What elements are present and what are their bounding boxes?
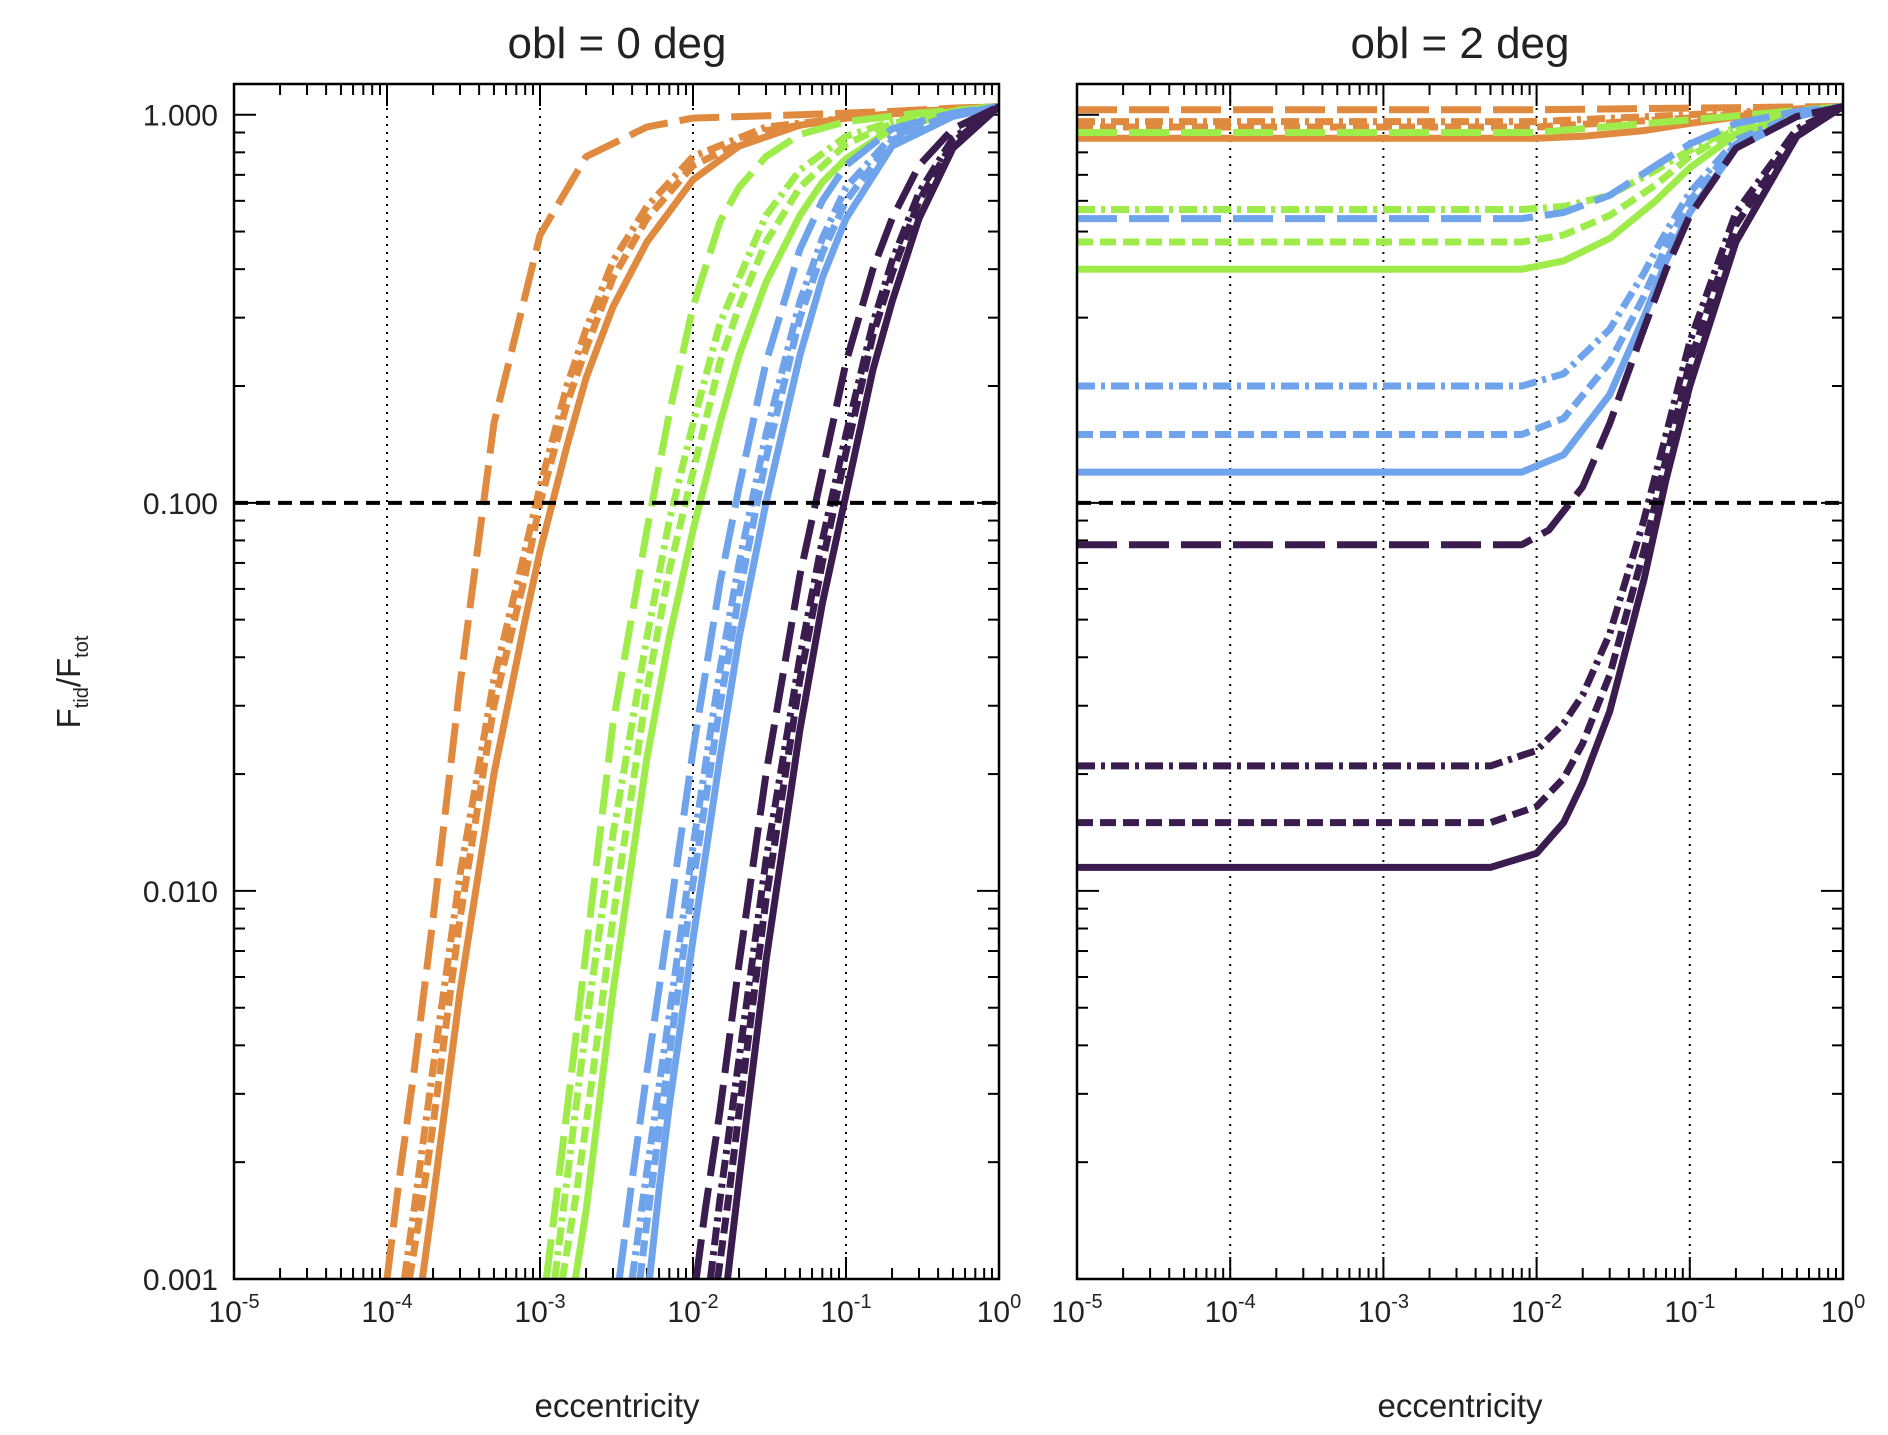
series-line-blue-longdash xyxy=(615,103,999,1279)
panel-title: obl = 2 deg xyxy=(1351,19,1570,68)
series-line-purple-solid xyxy=(1077,103,1843,871)
y-axis-label-sub1: tid xyxy=(71,687,93,708)
x-tick-label: 10-3 xyxy=(514,1291,565,1329)
x-tick-label: 10-4 xyxy=(361,1291,412,1329)
series-line-purple-longdash xyxy=(692,103,999,1279)
series-line-blue-dashdot xyxy=(628,103,999,1279)
series-line-purple-dashed xyxy=(714,103,999,1279)
y-axis-label: Ftid/Ftot xyxy=(50,635,93,728)
x-tick-labels: 10-5 10-4 10-3 10-2 10-1 100 xyxy=(208,1291,1021,1329)
x-tick-label: 10-4 xyxy=(1205,1291,1256,1329)
series-line-purple-dashdot xyxy=(1077,103,1843,770)
series-line-orange-longdash xyxy=(383,103,999,1279)
series-line-green-longdash xyxy=(542,103,999,1279)
x-tick-label: 10-1 xyxy=(820,1291,871,1329)
series-line-orange-dashed xyxy=(405,103,999,1279)
y-tick-label: 0.010 xyxy=(143,876,218,909)
series-line-purple-longdash xyxy=(1077,103,1843,549)
series-line-green-dashed xyxy=(558,103,999,1279)
series-line-blue-dashed xyxy=(636,103,999,1279)
y-axis-label-main: F xyxy=(50,708,87,728)
series-line-purple-dashdot xyxy=(706,103,999,1279)
series-line-orange-solid xyxy=(418,103,999,1279)
y-tick-label: 0.001 xyxy=(143,1264,218,1297)
series-line-blue-dashed xyxy=(1077,103,1843,438)
series-group xyxy=(1077,103,1843,871)
panel-obl-2: obl = 2 deg 10-5 10-4 10-3 10-2 10-1 100 ecce… xyxy=(1051,19,1865,1424)
x-tick-label: 100 xyxy=(977,1291,1022,1329)
y-axis-label-sub2: tot xyxy=(71,635,93,658)
x-axis-label: eccentricity xyxy=(1377,1387,1543,1424)
panel-obl-0: obl = 0 deg 10-5 10-4 10-3 10-2 10-1 100 1.00… xyxy=(50,19,1021,1424)
series-line-purple-dashed xyxy=(1077,103,1843,827)
y-tick-labels: 1.000 0.100 0.010 0.001 xyxy=(143,100,218,1297)
x-tick-label: 10-3 xyxy=(1358,1291,1409,1329)
plot-frame xyxy=(232,82,1001,1281)
series-line-green-longdash xyxy=(1077,103,1843,136)
x-axis-label: eccentricity xyxy=(534,1387,700,1424)
x-tick-labels: 10-5 10-4 10-3 10-2 10-1 100 xyxy=(1051,1291,1865,1329)
panel-title: obl = 0 deg xyxy=(508,19,727,68)
series-line-purple-solid xyxy=(724,103,999,1279)
x-tick-label: 10-2 xyxy=(1511,1291,1562,1329)
minor-ticks xyxy=(233,84,999,1280)
y-axis-label-mid: /F xyxy=(50,658,87,687)
y-tick-label: 1.000 xyxy=(143,100,218,133)
series-line-orange-dashed xyxy=(1077,103,1843,131)
x-tick-label: 10-2 xyxy=(667,1291,718,1329)
y-tick-label: 0.100 xyxy=(143,488,218,521)
x-tick-label: 100 xyxy=(1821,1291,1866,1329)
series-line-blue-dashdot xyxy=(1077,103,1843,390)
x-tick-label: 10-5 xyxy=(208,1291,259,1329)
x-tick-label: 10-1 xyxy=(1664,1291,1715,1329)
series-group xyxy=(383,103,999,1279)
plot-frame xyxy=(1075,82,1845,1281)
series-line-blue-longdash xyxy=(1077,103,1843,223)
x-tick-label: 10-5 xyxy=(1051,1291,1102,1329)
